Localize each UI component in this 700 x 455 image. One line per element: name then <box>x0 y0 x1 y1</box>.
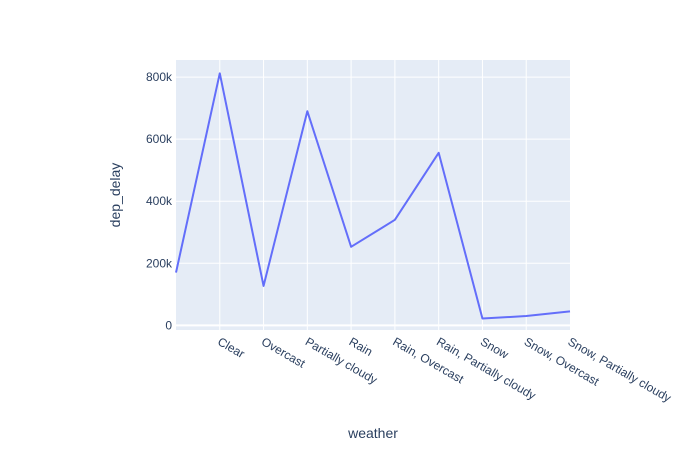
y-tick-labels: 0 200k 400k 600k 800k <box>146 70 173 332</box>
series-layer <box>175 72 571 320</box>
y-tick-label: 200k <box>146 256 173 270</box>
y-tick-label: 800k <box>146 70 173 84</box>
plot-background <box>176 60 570 330</box>
y-axis-title: dep_delay <box>107 163 123 228</box>
x-tick-label: Rain <box>347 334 375 358</box>
y-tick-label: 600k <box>146 132 173 146</box>
x-tick-label: Overcast <box>259 334 308 370</box>
series-line <box>175 72 571 320</box>
y-tick-label: 400k <box>146 194 173 208</box>
x-tick-label: Clear <box>215 334 247 360</box>
y-tick-label: 0 <box>165 318 172 332</box>
x-axis-title: weather <box>347 425 398 441</box>
x-tick-label: Snow, Overcast <box>522 334 602 388</box>
grid-layer <box>176 60 570 330</box>
